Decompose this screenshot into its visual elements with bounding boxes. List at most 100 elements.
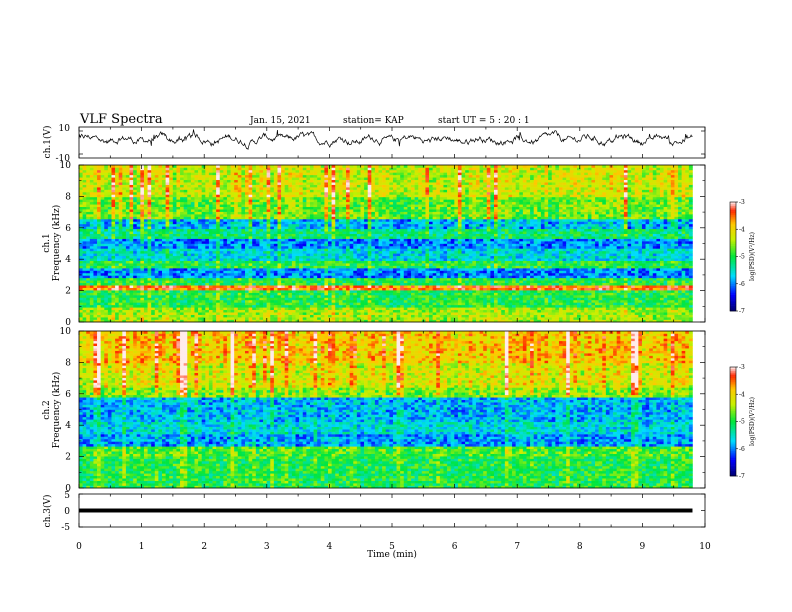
- spectrogram-cell: [588, 293, 592, 296]
- spectrogram-cell: [220, 305, 224, 308]
- spectrogram-cell: [173, 317, 177, 320]
- spectrogram-cell: [187, 317, 191, 320]
- spectrogram-cell: [148, 315, 152, 318]
- spectrogram-cell: [552, 293, 556, 296]
- spectrogram-cell: [140, 297, 144, 300]
- spectrogram-cell: [581, 305, 585, 308]
- spectrogram-cell: [270, 293, 274, 296]
- spectrogram-cell: [198, 295, 202, 298]
- spectrogram-cell: [577, 317, 581, 320]
- spectrogram-cell: [429, 310, 433, 313]
- spectrogram-cell: [689, 297, 693, 300]
- spectrogram-cell: [454, 315, 458, 318]
- spectrogram-cell: [422, 305, 426, 308]
- spectrogram-cell: [115, 312, 119, 315]
- spectrogram-cell: [624, 297, 628, 300]
- spectrogram-cell: [472, 317, 476, 320]
- spectrogram-cell: [689, 295, 693, 298]
- spectrogram-cell: [324, 297, 328, 300]
- spectrogram-cell: [259, 305, 263, 308]
- spectrogram-cell: [93, 317, 97, 320]
- spectrogram-cell: [462, 297, 466, 300]
- spectrogram-cell: [642, 315, 646, 318]
- spectrogram-cell: [252, 295, 256, 298]
- spectrogram-cell: [660, 300, 664, 303]
- spectrogram-cell: [397, 302, 401, 305]
- spectrogram-cell: [108, 295, 112, 298]
- spectrogram-cell: [465, 317, 469, 320]
- spectrogram-cell: [505, 302, 509, 305]
- spectrogram-cell: [137, 317, 141, 320]
- spectrogram-cell: [631, 302, 635, 305]
- spectrogram-cell: [512, 305, 516, 308]
- spectrogram-cell: [418, 305, 422, 308]
- spectrogram-cell: [606, 317, 610, 320]
- spectrogram-cell: [537, 300, 541, 303]
- spectrogram-cell: [176, 302, 180, 305]
- spectrogram-cell: [379, 293, 383, 296]
- spectrogram-cell: [137, 305, 141, 308]
- spectrogram-cell: [382, 305, 386, 308]
- station-label: station= KAP: [343, 116, 404, 126]
- spectrogram-cell: [314, 302, 318, 305]
- spectrogram-cell: [306, 305, 310, 308]
- spectrogram-cell: [180, 295, 184, 298]
- spectrogram-cell: [375, 307, 379, 310]
- spectrogram-cell: [415, 293, 419, 296]
- spectrogram-cell: [577, 295, 581, 298]
- spectrogram-cell: [288, 307, 292, 310]
- spectrogram-cell: [656, 312, 660, 315]
- spectrogram-cell: [530, 302, 534, 305]
- spectrogram-cell: [552, 317, 556, 320]
- spectrogram-cell: [386, 315, 390, 318]
- spectrogram-cell: [368, 305, 372, 308]
- spectrogram-cell: [213, 295, 217, 298]
- spectrogram-cell: [86, 317, 90, 320]
- spectrogram-cell: [115, 297, 119, 300]
- spectrogram-cell: [577, 312, 581, 315]
- spectrogram-cell: [685, 300, 689, 303]
- spectrogram-cell: [494, 310, 498, 313]
- spectrogram-cell: [360, 297, 364, 300]
- spectrogram-cell: [216, 307, 220, 310]
- spectrogram-cell: [288, 295, 292, 298]
- spectrogram-cell: [101, 307, 105, 310]
- spectrogram-cell: [545, 312, 549, 315]
- spectrogram-cell: [411, 315, 415, 318]
- spectrogram-cell: [570, 310, 574, 313]
- spectrogram-cell: [155, 300, 159, 303]
- spectrogram-cell: [101, 315, 105, 318]
- spectrogram-cell: [360, 310, 364, 313]
- spectrogram-cell: [483, 305, 487, 308]
- spectrogram-cell: [628, 315, 632, 318]
- spectrogram-cell: [277, 305, 281, 308]
- spectrogram-cell: [577, 305, 581, 308]
- spectrogram-cell: [119, 300, 123, 303]
- spectrogram-cell: [447, 305, 451, 308]
- spectrogram-cell: [245, 317, 249, 320]
- spectrogram-cell: [122, 305, 126, 308]
- spectrogram-cell: [501, 293, 505, 296]
- spectrogram-cell: [227, 312, 231, 315]
- spectrogram-cell: [321, 293, 325, 296]
- spectrogram-cell: [418, 297, 422, 300]
- spectrogram-cell: [346, 293, 350, 296]
- spectrogram-cell: [595, 312, 599, 315]
- spectrogram-cell: [227, 302, 231, 305]
- spectrogram-cell: [563, 307, 567, 310]
- spectrogram-cell: [443, 295, 447, 298]
- spectrogram-cell: [342, 295, 346, 298]
- spectrogram-cell: [671, 312, 675, 315]
- spectrogram-cell: [400, 317, 404, 320]
- spectrogram-cell: [173, 300, 177, 303]
- spectrogram-cell: [137, 302, 141, 305]
- spectrogram-cell: [599, 305, 603, 308]
- spectrogram-cell: [512, 295, 516, 298]
- spectrogram-cell: [530, 317, 534, 320]
- spectrogram-cell: [259, 297, 263, 300]
- spectrogram-cell: [321, 315, 325, 318]
- spectrogram-cell: [422, 293, 426, 296]
- spectrogram-cell: [194, 307, 198, 310]
- spectrogram-cell: [606, 315, 610, 318]
- spectrogram-cell: [472, 302, 476, 305]
